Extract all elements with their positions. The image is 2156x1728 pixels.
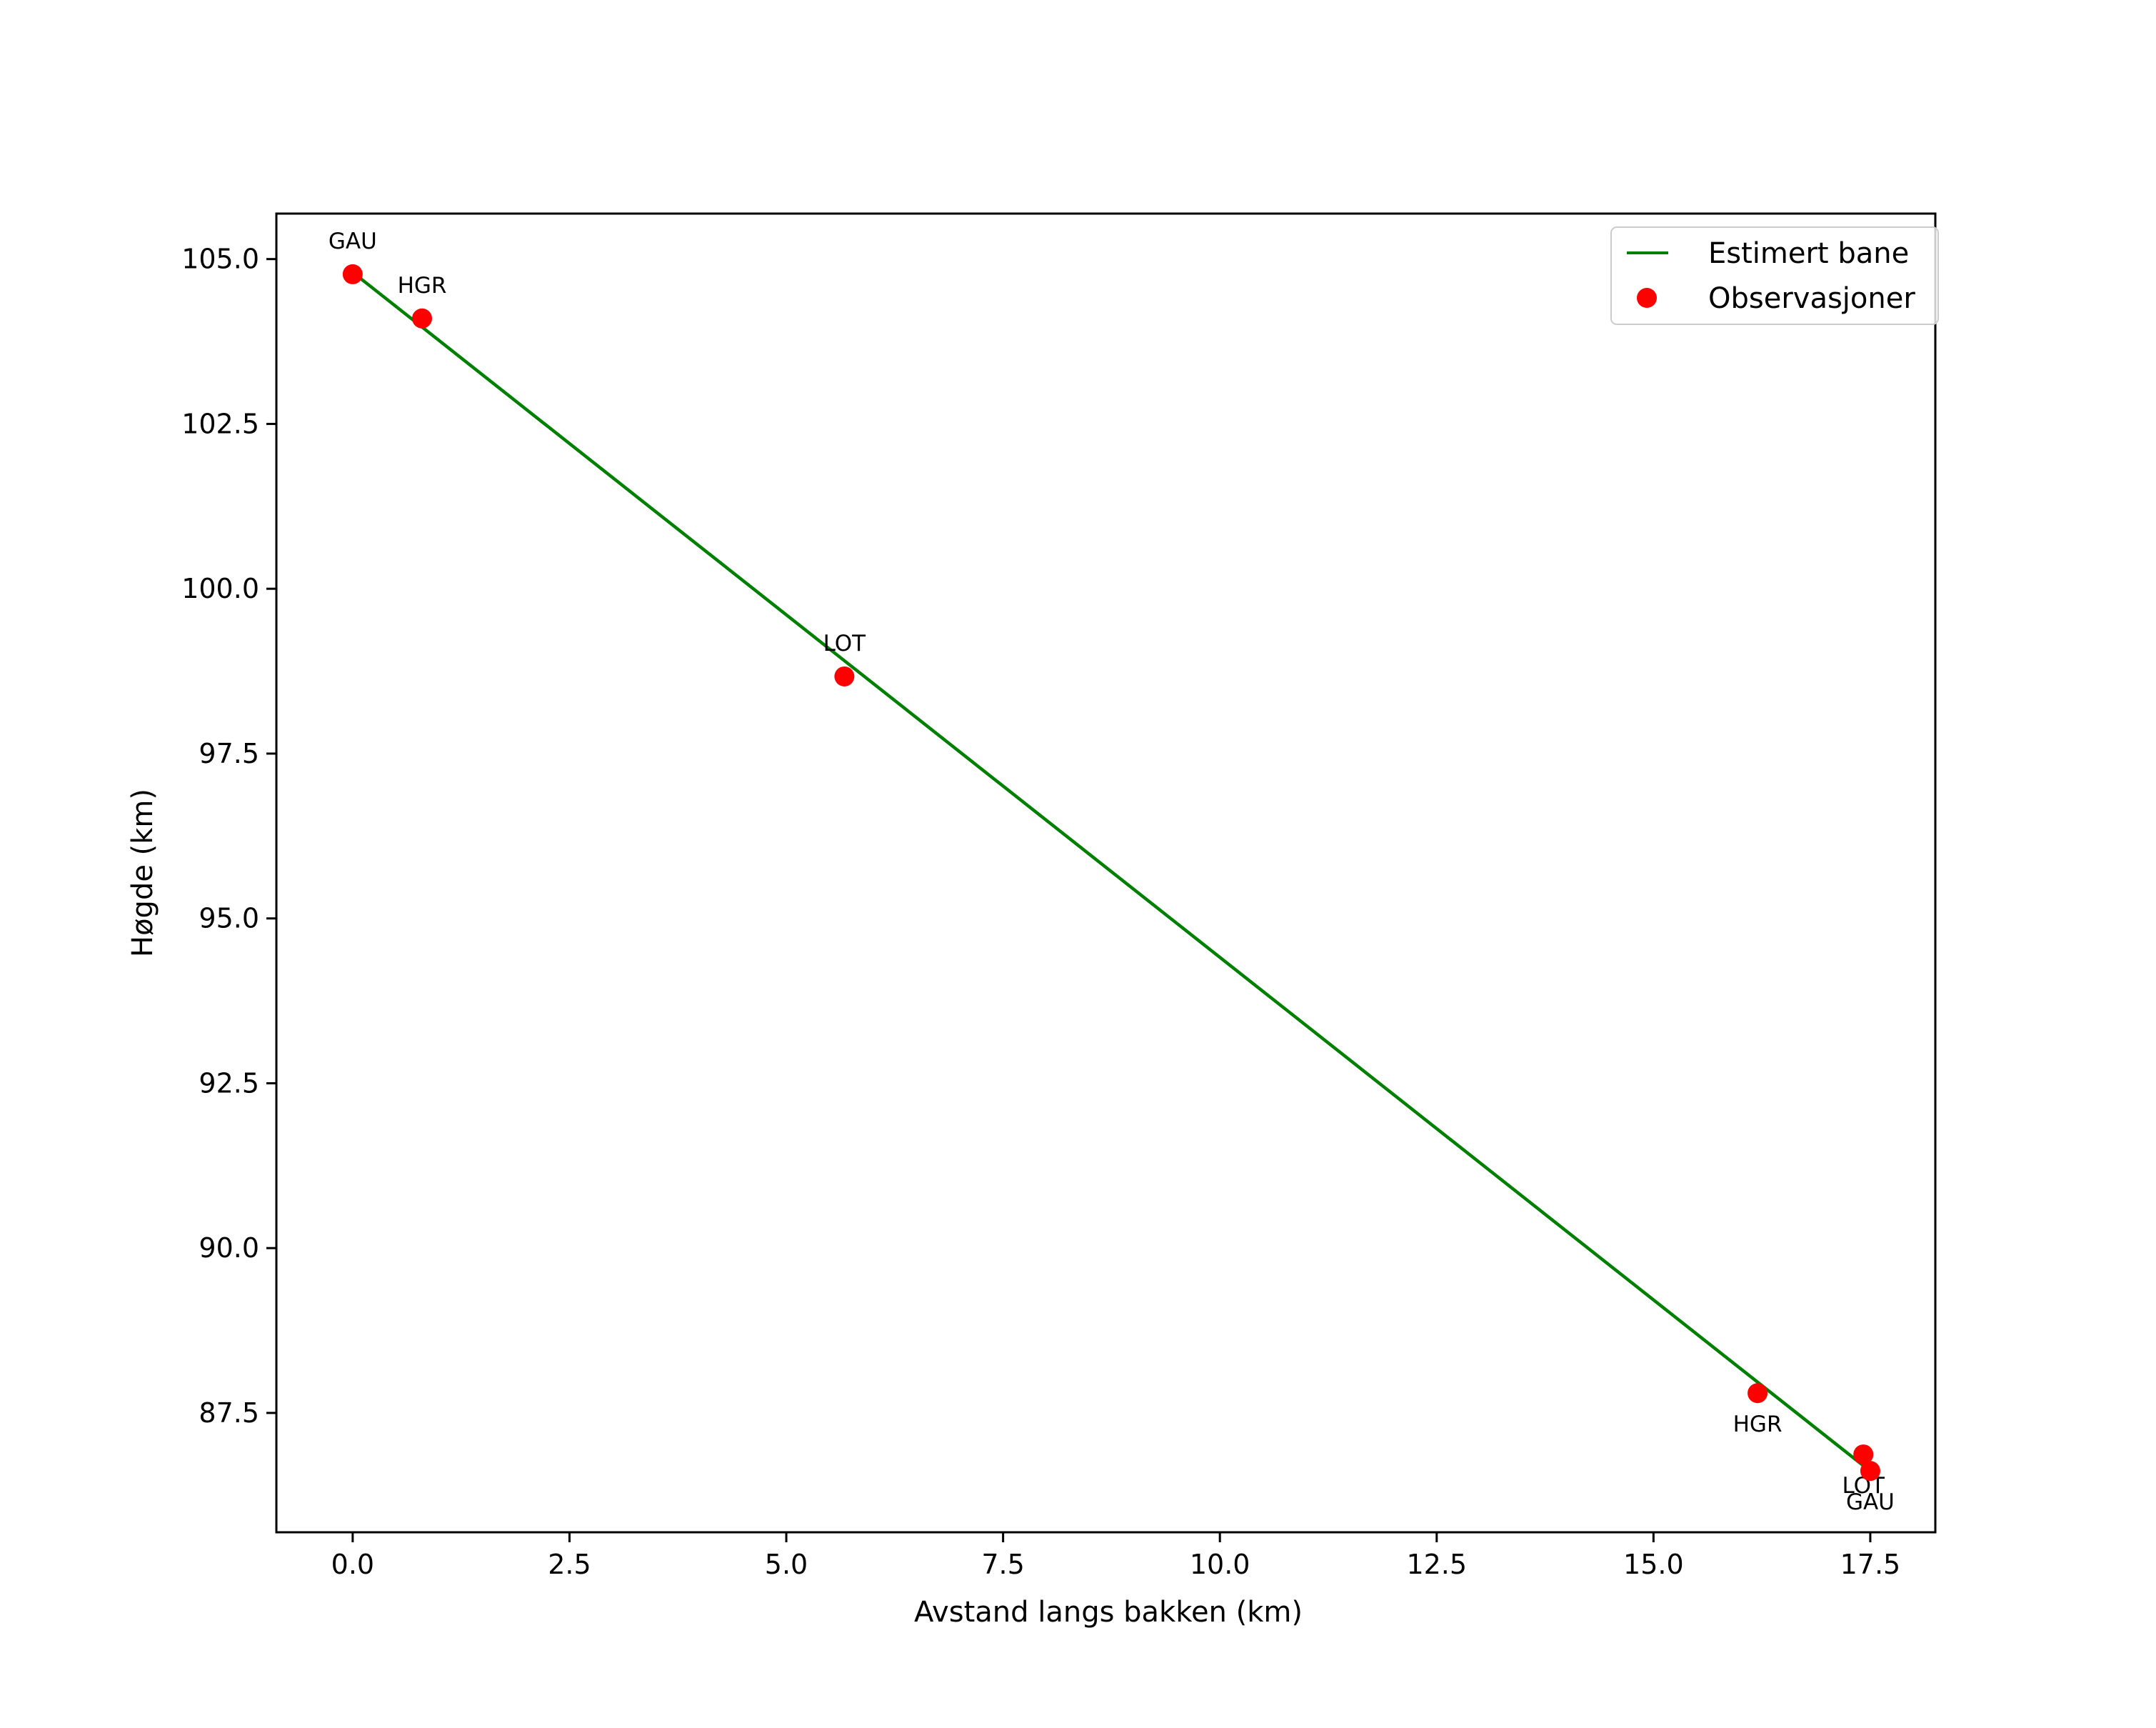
observation-point	[342, 264, 363, 284]
station-label: LOT	[823, 631, 867, 656]
y-axis-ticks: 87.5 90.0 92.5 95.0 97.5 100.0 102.5 105.0	[181, 244, 276, 1429]
station-label: GAU	[1846, 1489, 1895, 1515]
x-tick-label: 2.5	[548, 1549, 591, 1580]
station-label: GAU	[329, 229, 377, 254]
observation-point	[412, 308, 433, 329]
observation-point	[1853, 1444, 1874, 1465]
observation-point	[834, 666, 855, 686]
x-tick-label: 17.5	[1840, 1549, 1901, 1580]
x-tick-label: 7.5	[981, 1549, 1024, 1580]
observation-point	[1748, 1383, 1768, 1404]
x-tick-label: 0.0	[331, 1549, 374, 1580]
y-tick-label: 102.5	[181, 408, 259, 439]
y-tick-label: 105.0	[181, 244, 259, 275]
y-tick-label: 90.0	[199, 1232, 259, 1264]
y-tick-label: 92.5	[199, 1067, 259, 1099]
x-tick-label: 15.0	[1623, 1549, 1684, 1580]
x-tick-label: 12.5	[1406, 1549, 1467, 1580]
x-tick-label: 5.0	[765, 1549, 808, 1580]
station-label: HGR	[398, 273, 447, 299]
legend-label-estimert-bane: Estimert bane	[1708, 237, 1909, 270]
legend: Estimert bane Observasjoner	[1610, 226, 1939, 325]
x-axis-label: Avstand langs bakken (km)	[914, 1596, 1303, 1629]
axes-frame	[275, 212, 1937, 1534]
legend-box	[1610, 226, 1939, 325]
y-tick-label: 100.0	[181, 573, 259, 604]
y-tick-label: 87.5	[199, 1397, 259, 1429]
legend-label-observasjoner: Observasjoner	[1708, 282, 1915, 315]
legend-marker-icon	[1637, 288, 1657, 308]
x-axis-ticks: 0.0 2.5 5.0 7.5 10.0 12.5 15.0 17.5	[331, 1532, 1901, 1580]
x-tick-label: 10.0	[1190, 1549, 1250, 1580]
station-label: HGR	[1733, 1412, 1783, 1437]
y-axis-label: Høgde (km)	[126, 789, 159, 957]
estimated-trajectory-line	[351, 271, 1865, 1467]
y-tick-label: 95.0	[199, 903, 259, 934]
observation-point	[1860, 1461, 1880, 1482]
y-tick-label: 97.5	[199, 738, 259, 769]
